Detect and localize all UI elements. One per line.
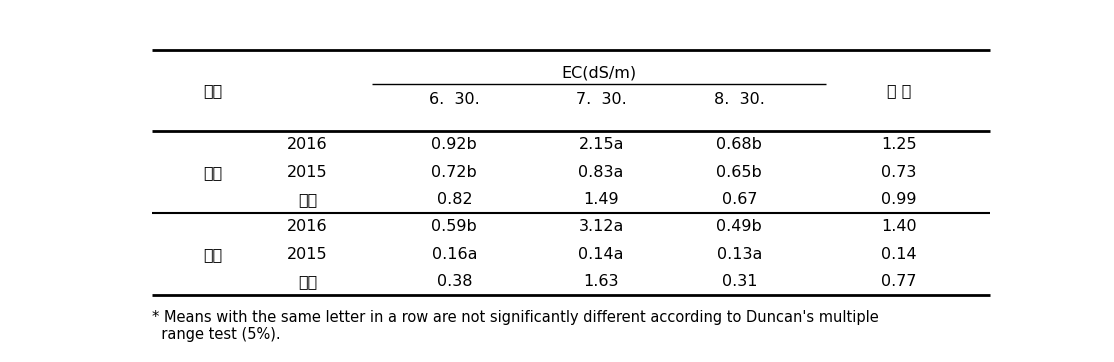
Text: 7.  30.: 7. 30. [576, 92, 626, 107]
Text: 0.14: 0.14 [881, 247, 917, 262]
Text: 부안: 부안 [203, 247, 223, 262]
Text: EC(dS/m): EC(dS/m) [561, 65, 636, 80]
Text: 0.67: 0.67 [722, 192, 758, 207]
Text: 6.  30.: 6. 30. [429, 92, 480, 107]
Text: 2015: 2015 [287, 247, 328, 262]
Text: 평 균: 평 균 [887, 83, 911, 98]
Text: 1.49: 1.49 [584, 192, 619, 207]
Text: 0.16a: 0.16a [431, 247, 477, 262]
Text: 2.15a: 2.15a [578, 138, 624, 152]
Text: 구분: 구분 [203, 83, 223, 98]
Text: 2016: 2016 [287, 138, 328, 152]
Text: 0.77: 0.77 [881, 274, 917, 289]
Text: 0.73: 0.73 [881, 165, 917, 180]
Text: 김제: 김제 [203, 165, 223, 180]
Text: 평균: 평균 [297, 274, 317, 289]
Text: 0.92b: 0.92b [431, 138, 477, 152]
Text: 1.40: 1.40 [881, 219, 917, 234]
Text: 0.13a: 0.13a [716, 247, 762, 262]
Text: 0.83a: 0.83a [578, 165, 624, 180]
Text: range test (5%).: range test (5%). [153, 327, 281, 342]
Text: 0.82: 0.82 [437, 192, 472, 207]
Text: 1.25: 1.25 [881, 138, 917, 152]
Text: 0.99: 0.99 [881, 192, 917, 207]
Text: 1.63: 1.63 [584, 274, 619, 289]
Text: 2016: 2016 [287, 219, 328, 234]
Text: 0.65b: 0.65b [716, 165, 762, 180]
Text: 0.72b: 0.72b [431, 165, 477, 180]
Text: 3.12a: 3.12a [578, 219, 624, 234]
Text: * Means with the same letter in a row are not significantly different according : * Means with the same letter in a row ar… [153, 311, 879, 325]
Text: 0.68b: 0.68b [716, 138, 762, 152]
Text: 0.14a: 0.14a [578, 247, 624, 262]
Text: 0.31: 0.31 [722, 274, 758, 289]
Text: 2015: 2015 [287, 165, 328, 180]
Text: 0.38: 0.38 [437, 274, 472, 289]
Text: 0.49b: 0.49b [716, 219, 762, 234]
Text: 0.59b: 0.59b [431, 219, 477, 234]
Text: 평균: 평균 [297, 192, 317, 207]
Text: 8.  30.: 8. 30. [714, 92, 764, 107]
